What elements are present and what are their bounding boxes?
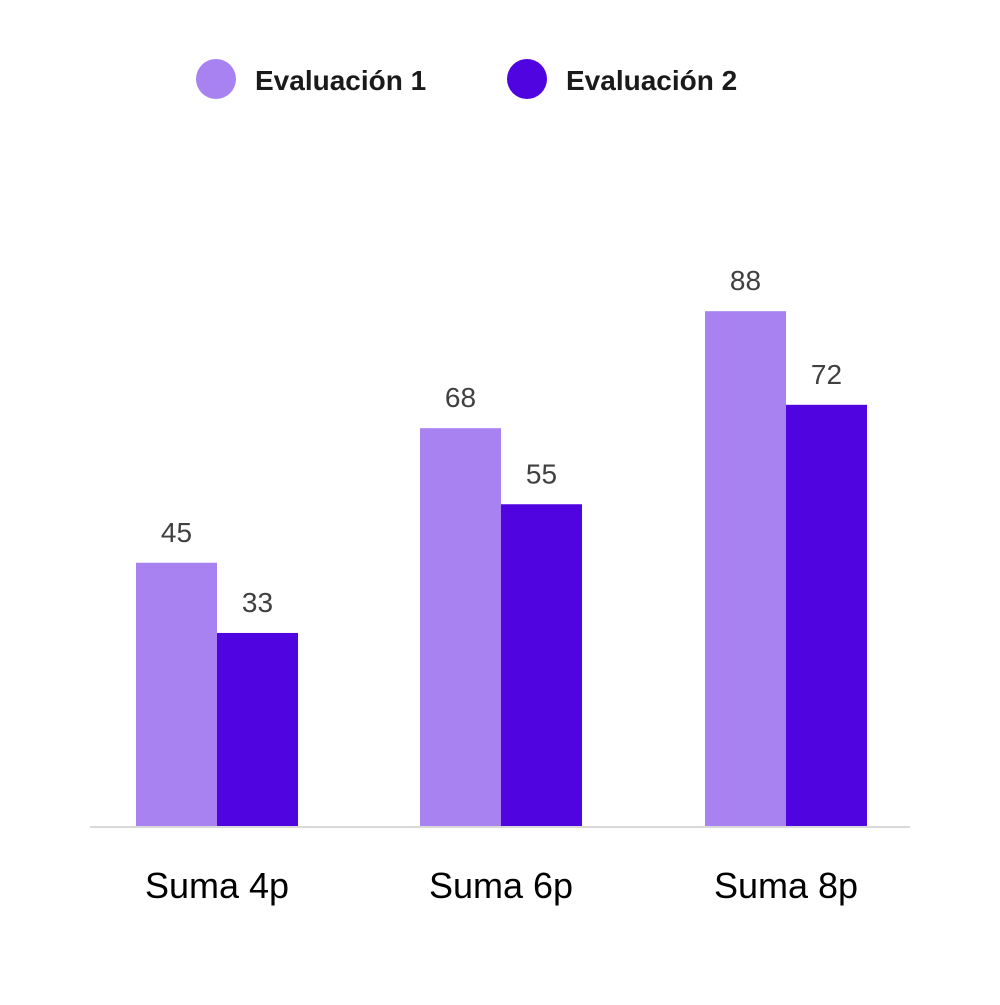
legend-label-1: Evaluación 1 [255,65,426,96]
data-label-suma-8p-series-1: 88 [730,265,761,296]
bar-suma-6p-series-1 [420,428,501,826]
bar-suma-8p-series-2 [786,404,867,826]
data-labels: 45 33 68 55 88 72 [161,265,842,618]
legend-marker-1 [196,59,236,99]
data-label-suma-6p-series-2: 55 [526,458,557,489]
legend: Evaluación 1 Evaluación 2 [196,59,737,99]
bar-suma-4p-series-1 [136,562,217,826]
bar-suma-4p-series-2 [217,632,298,826]
x-tick-label-2: Suma 6p [429,865,573,906]
bar-suma-8p-series-1 [705,311,786,826]
legend-marker-2 [507,59,547,99]
data-label-suma-4p-series-1: 45 [161,517,192,548]
bar-suma-6p-series-2 [501,504,582,826]
x-tick-label-3: Suma 8p [714,865,858,906]
data-label-suma-6p-series-1: 68 [445,382,476,413]
data-label-suma-4p-series-2: 33 [242,587,273,618]
bars [136,311,867,826]
x-tick-label-1: Suma 4p [145,865,289,906]
data-label-suma-8p-series-2: 72 [811,359,842,390]
x-axis-tick-labels: Suma 4p Suma 6p Suma 8p [145,865,858,906]
legend-label-2: Evaluación 2 [566,65,737,96]
